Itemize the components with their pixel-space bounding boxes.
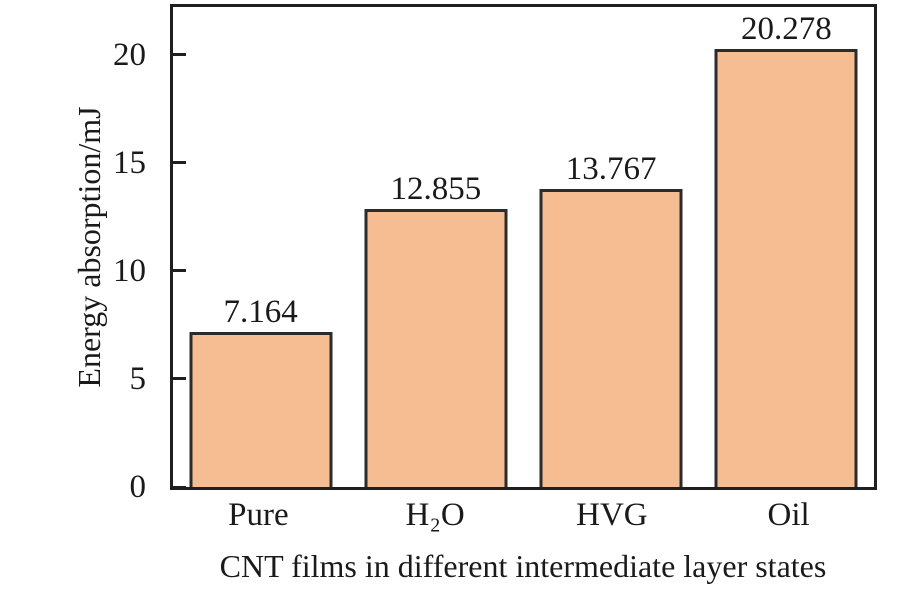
bar-value-label-ho: 12.855 (390, 171, 482, 208)
y-tick-mark (173, 53, 186, 57)
y-tick-label: 0 (129, 469, 147, 505)
x-axis-tick-labels: Pure H₂O HVG Oil (170, 494, 877, 542)
x-axis-title: CNT films in different intermediate laye… (219, 548, 827, 584)
x-tick-label-oil: Oil (767, 497, 810, 533)
bar-value-label-pure: 7.164 (223, 294, 298, 331)
y-tick-label: 5 (129, 360, 147, 397)
y-tick-label: 20 (113, 36, 146, 73)
bar-pure (189, 332, 333, 487)
x-tick-label-ho: H₂O (405, 497, 465, 533)
y-tick-label: 10 (113, 252, 146, 289)
bar-ho (364, 209, 508, 487)
x-tick-label-pure: Pure (228, 497, 289, 533)
y-tick-mark (173, 269, 186, 273)
bar-oil (714, 48, 858, 487)
bar-value-label-oil: 20.278 (741, 10, 832, 47)
y-tick-mark (173, 485, 186, 489)
y-axis-tick-labels: 0 5 10 15 20 (0, 7, 158, 504)
y-tick-label: 15 (113, 144, 146, 181)
y-tick-mark (173, 377, 186, 381)
plot-area: 7.164 12.855 13.767 20.278 (170, 4, 877, 490)
x-tick-label-hvg: HVG (576, 497, 648, 533)
y-tick-mark (173, 161, 186, 165)
bar-value-label-hvg: 13.767 (565, 151, 657, 188)
bar-hvg (539, 189, 683, 487)
